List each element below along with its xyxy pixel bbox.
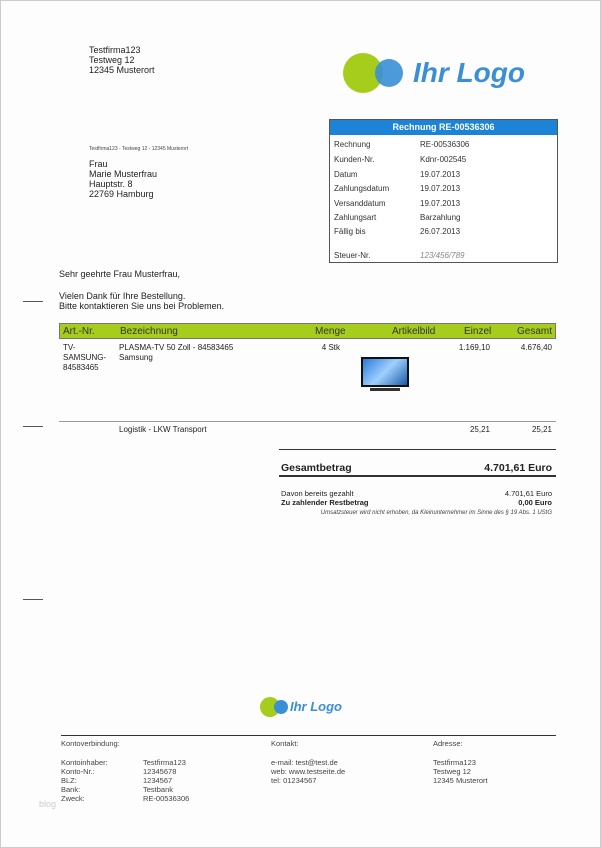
- logo: Ihr Logo: [343, 51, 533, 96]
- bank-label: BLZ:: [61, 776, 77, 785]
- cell-bezeichnung: PLASMA-TV 50 Zoll - 84583465 Samsung: [119, 343, 234, 362]
- info-label: Datum: [334, 170, 358, 179]
- bank-label: Zweck:: [61, 794, 85, 803]
- address-title: Adresse:: [433, 739, 463, 748]
- bank-value: RE-00536306: [143, 794, 190, 803]
- logo-text: Ihr Logo: [413, 57, 525, 88]
- header-artikelbild: Artikelbild: [392, 326, 436, 337]
- invoice-info-title: Rechnung RE-00536306: [330, 120, 557, 135]
- sender-return-line: Testfirma123 - Testweg 12 - 12345 Muster…: [89, 146, 189, 152]
- cell-einzel: 25,21: [469, 425, 490, 434]
- contact-title: Kontakt:: [271, 739, 299, 748]
- logo-text: Ihr Logo: [290, 699, 342, 714]
- bank-value: 1234567: [143, 776, 173, 785]
- info-value: Barzahlung: [420, 213, 461, 222]
- sender-line: Testfirma123: [89, 45, 141, 55]
- info-value: 19.07.2013: [420, 199, 461, 208]
- contact-email: e-mail: test@test.de: [271, 758, 338, 767]
- header-art-nr: Art.-Nr.: [63, 326, 95, 337]
- info-value: 19.07.2013: [420, 170, 461, 179]
- info-value: Kdnr-002545: [420, 155, 467, 164]
- paid-amount: 4.701,61 Euro: [504, 489, 552, 498]
- contact-phone: tel: 01234567: [271, 776, 317, 785]
- recipient-line: Marie Musterfrau: [89, 169, 158, 179]
- bank-labels: Kontoinhaber: Konto-Nr.: BLZ: Bank: Zwec…: [61, 758, 108, 803]
- fold-mark: [23, 301, 43, 302]
- header-bezeichnung: Bezeichnung: [120, 326, 178, 337]
- bank-value: 12345678: [143, 767, 177, 776]
- tv-product-image: [361, 357, 409, 393]
- info-label: Fällig bis: [334, 227, 366, 236]
- rest-label: Zu zahlender Restbetrag: [281, 498, 369, 507]
- cell-menge: 4 Stk: [321, 343, 340, 352]
- header-einzel: Einzel: [464, 326, 492, 337]
- bank-value: Testbank: [143, 785, 174, 794]
- recipient-address: Frau Marie Musterfrau Hauptstr. 8 22769 …: [89, 159, 157, 199]
- sender-line: 12345 Musterort: [89, 65, 155, 75]
- contact-web: web: www.testseite.de: [271, 767, 346, 776]
- sender-address: Testfirma123 Testweg 12 12345 Musterort: [89, 45, 155, 75]
- tax-label: Steuer-Nr.: [334, 251, 371, 260]
- cell-bezeichnung: Logistik - LKW Transport: [119, 425, 207, 434]
- address-line: 12345 Musterort: [433, 776, 488, 785]
- tax-value: 123/456/789: [420, 251, 465, 260]
- fold-mark: [23, 426, 43, 427]
- tax-note: Umsatzsteuer wird nicht erhoben, da Klei…: [320, 510, 552, 516]
- letter-line: Vielen Dank für Ihre Bestellung.: [59, 291, 186, 301]
- total-amount: 4.701,61 Euro: [484, 462, 552, 474]
- footer-logo: Ihr Logo: [260, 696, 350, 718]
- totals-divider: [279, 449, 556, 450]
- cell-art-nr: TV- SAMSUNG- 84583465: [63, 343, 107, 372]
- logo-blue-circle: [375, 59, 403, 87]
- header-menge: Menge: [315, 326, 346, 337]
- address-lines: Testfirma123 Testweg 12 12345 Musterort: [433, 758, 488, 785]
- bank-values: Testfirma123 12345678 1234567 Testbank R…: [143, 758, 189, 803]
- sender-line: Testweg 12: [89, 55, 135, 65]
- watermark: blog: [39, 799, 57, 809]
- recipient-line: Hauptstr. 8: [89, 179, 133, 189]
- bank-value: Testfirma123: [143, 758, 186, 767]
- bank-title: Kontoverbindung:: [61, 739, 120, 748]
- info-label: Kunden-Nr.: [334, 155, 375, 164]
- logo-blue-circle: [274, 700, 288, 714]
- totals-underline: [279, 475, 556, 477]
- info-label: Zahlungsart: [334, 213, 377, 222]
- contact-lines: e-mail: test@test.de web: www.testseite.…: [271, 758, 345, 785]
- total-label: Gesamtbetrag: [281, 462, 352, 474]
- bank-label: Bank:: [61, 785, 81, 794]
- row-divider: [59, 421, 556, 422]
- invoice-info-box: Rechnung RE-00536306 Rechnung RE-00536306…: [329, 119, 558, 263]
- letter-line: Bitte kontaktieren Sie uns bei Problemen…: [59, 301, 225, 311]
- bank-label: Kontoinhaber:: [61, 758, 108, 767]
- bank-label: Konto-Nr.:: [61, 767, 95, 776]
- info-value: 26.07.2013: [420, 227, 461, 236]
- rest-amount: 0,00 Euro: [518, 498, 552, 507]
- salutation: Sehr geehrte Frau Musterfrau,: [59, 269, 181, 279]
- address-line: Testfirma123: [433, 758, 476, 767]
- info-label: Versanddatum: [334, 199, 386, 208]
- footer-divider: [61, 735, 556, 736]
- info-label: Zahlungsdatum: [334, 184, 390, 193]
- cell-gesamt: 25,21: [531, 425, 552, 434]
- total-currency: Euro: [528, 462, 552, 474]
- table-header: Art.-Nr. Bezeichnung Menge Artikelbild E…: [59, 323, 556, 339]
- address-line: Testweg 12: [433, 767, 471, 776]
- fold-mark: [23, 599, 43, 600]
- recipient-line: Frau: [89, 159, 108, 169]
- cell-einzel: 1.169,10: [458, 343, 490, 352]
- paid-label: Davon bereits gezahlt: [281, 489, 354, 498]
- recipient-line: 22769 Hamburg: [89, 189, 154, 199]
- total-value: 4.701,61: [484, 462, 526, 474]
- header-gesamt: Gesamt: [517, 326, 553, 337]
- cell-gesamt: 4.676,40: [520, 343, 552, 352]
- info-value: RE-00536306: [420, 140, 470, 149]
- info-label: Rechnung: [334, 140, 371, 149]
- info-value: 19.07.2013: [420, 184, 461, 193]
